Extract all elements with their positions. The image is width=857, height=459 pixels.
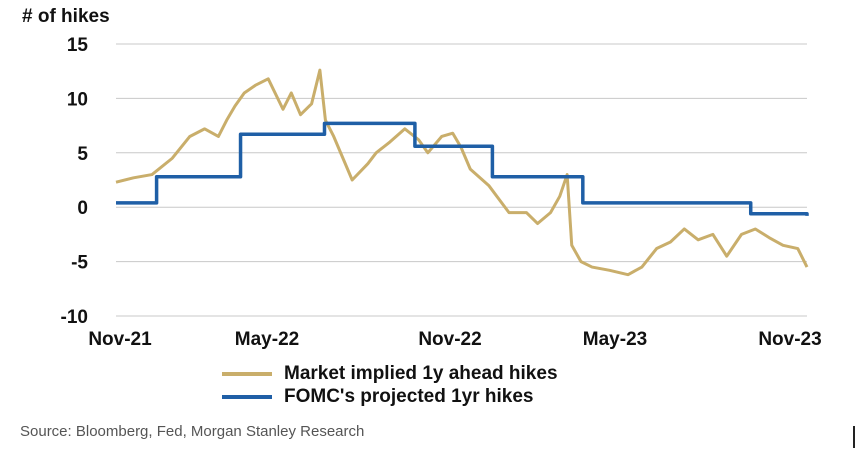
series-line-market <box>115 68 809 277</box>
legend-label-market: Market implied 1y ahead hikes <box>284 362 558 384</box>
legend-label-fomc: FOMC's projected 1yr hikes <box>284 385 534 407</box>
legend-swatch-market <box>222 371 272 376</box>
y-tick-label: -10 <box>61 307 88 328</box>
y-tick-label: 10 <box>67 89 88 110</box>
edge-mark <box>853 426 855 448</box>
x-tick-label: May-23 <box>583 329 647 350</box>
x-tick-label: Nov-22 <box>418 329 481 350</box>
y-tick-label: -5 <box>71 253 88 274</box>
x-tick-label: May-22 <box>235 329 299 350</box>
y-tick-labels: 15 10 5 0 -5 -10 <box>61 35 89 328</box>
y-tick-label: 0 <box>77 198 88 219</box>
legend-item-market: Market implied 1y ahead hikes <box>222 362 558 385</box>
gridlines <box>116 43 807 317</box>
series-lines <box>115 68 809 277</box>
series-line-fomc <box>116 121 809 216</box>
x-tick-labels: Nov-21 May-22 Nov-22 May-23 Nov-23 <box>88 329 821 350</box>
source-note: Source: Bloomberg, Fed, Morgan Stanley R… <box>20 423 365 440</box>
y-tick-label: 5 <box>77 144 88 165</box>
x-tick-label: Nov-21 <box>88 329 152 350</box>
legend-swatch-fomc <box>222 394 272 399</box>
x-tick-label: Nov-23 <box>758 329 821 350</box>
y-tick-label: 15 <box>67 35 89 56</box>
legend-item-fomc: FOMC's projected 1yr hikes <box>222 385 558 408</box>
legend: Market implied 1y ahead hikes FOMC's pro… <box>222 362 558 408</box>
y-axis-label: # of hikes <box>22 6 110 27</box>
